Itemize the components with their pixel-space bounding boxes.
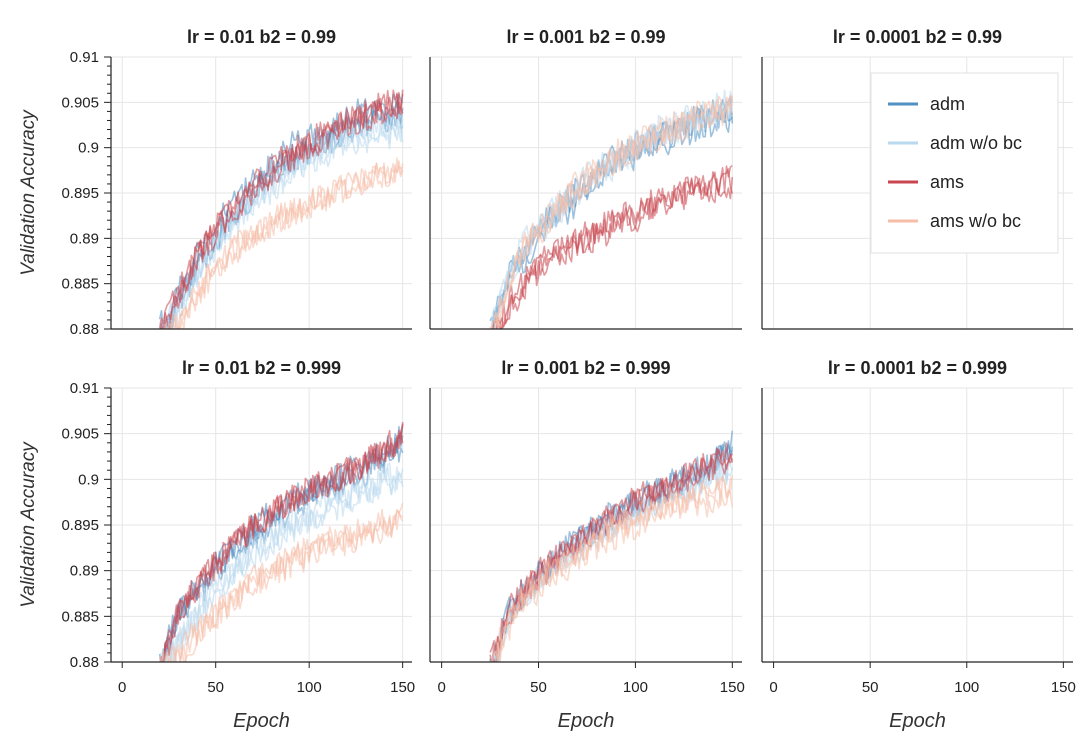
series-lines — [489, 430, 734, 662]
y-tick-label: 0.885 — [61, 276, 99, 293]
y-tick-label: 0.89 — [70, 230, 99, 247]
x-axis-title: Epoch — [889, 710, 946, 732]
y-tick-label: 0.905 — [61, 94, 99, 111]
series-line-ams — [489, 442, 734, 653]
panel-title: lr = 0.01 b2 = 0.999 — [182, 358, 341, 378]
panel-title: lr = 0.01 b2 = 0.99 — [187, 27, 336, 47]
x-tick-label: 50 — [862, 679, 879, 696]
x-tick-label: 150 — [390, 679, 415, 696]
y-tick-label: 0.9 — [78, 140, 99, 157]
series-line-adm-w-o-bc — [159, 462, 404, 662]
panel-title: lr = 0.0001 b2 = 0.99 — [833, 27, 1002, 47]
gridlines — [430, 387, 742, 663]
y-tick-label: 0.88 — [70, 321, 99, 338]
panel-title: lr = 0.001 b2 = 0.99 — [506, 27, 665, 47]
legend-label: adm — [930, 94, 965, 114]
x-tick-label: 150 — [1051, 679, 1076, 696]
panel-5: lr = 0.001 b2 = 0.999 0 50 100 150 Epoch — [429, 358, 745, 732]
y-tick-label: 0.905 — [61, 426, 99, 443]
x-tick-label: 100 — [297, 679, 322, 696]
y-tick-label: 0.9 — [78, 471, 99, 488]
y-axis-title: Validation Accuracy — [18, 109, 39, 276]
gridlines — [762, 387, 1073, 663]
y-axis-title: Validation Accuracy — [18, 441, 39, 608]
panel-4: lr = 0.01 b2 = 0.999 0 50 100 150 0.88 0.885 0.… — [18, 358, 415, 732]
series-line-ams-w-o-bc — [163, 162, 404, 329]
y-tick-label: 0.895 — [61, 185, 99, 202]
x-axis-title: Epoch — [558, 710, 615, 732]
series-line-ams-w-o-bc — [172, 509, 404, 662]
legend-label: ams — [930, 172, 964, 192]
panel-6: lr = 0.0001 b2 = 0.999 0 50 100 150 Epoch — [761, 358, 1076, 732]
y-tick-label: 0.91 — [70, 49, 99, 66]
x-tick-label: 0 — [769, 679, 777, 696]
x-tick-label: 100 — [623, 679, 648, 696]
y-tick-label: 0.88 — [70, 654, 99, 671]
series-line-ams-w-o-bc — [495, 488, 734, 662]
y-tick-label: 0.89 — [70, 563, 99, 580]
series-line-adm-w-o-bc — [160, 467, 404, 662]
x-tick-label: 0 — [118, 679, 126, 696]
y-tick-label: 0.895 — [61, 517, 99, 534]
panel-title: lr = 0.001 b2 = 0.999 — [501, 358, 670, 378]
panel-1: lr = 0.01 b2 = 0.99 0.88 0.885 0.89 0.895 0.9… — [18, 27, 412, 338]
y-tick-label: 0.885 — [61, 608, 99, 625]
series-line-adm-w-o-bc — [490, 101, 734, 329]
panel-title: lr = 0.0001 b2 = 0.999 — [828, 358, 1007, 378]
y-tick-label: 0.91 — [70, 380, 99, 397]
x-tick-label: 150 — [720, 679, 745, 696]
x-tick-label: 100 — [954, 679, 979, 696]
legend-label: ams w/o bc — [930, 211, 1021, 231]
series-line-ams — [163, 431, 404, 662]
x-tick-label: 0 — [437, 679, 445, 696]
legend: adm adm w/o bc ams ams w/o bc — [870, 72, 1059, 254]
series-line-adm-w-o-bc — [159, 115, 404, 329]
series-line-ams — [158, 89, 404, 329]
series-lines — [158, 89, 404, 329]
x-tick-label: 50 — [207, 679, 224, 696]
series-line-ams-w-o-bc — [489, 95, 733, 329]
series-line-ams — [496, 177, 734, 329]
series-lines — [489, 89, 734, 329]
panel-2: lr = 0.001 b2 = 0.99 — [429, 27, 742, 330]
x-axis-title: Epoch — [233, 710, 290, 732]
x-tick-label: 50 — [530, 679, 547, 696]
legend-label: adm w/o bc — [930, 133, 1022, 153]
series-lines — [158, 421, 404, 662]
